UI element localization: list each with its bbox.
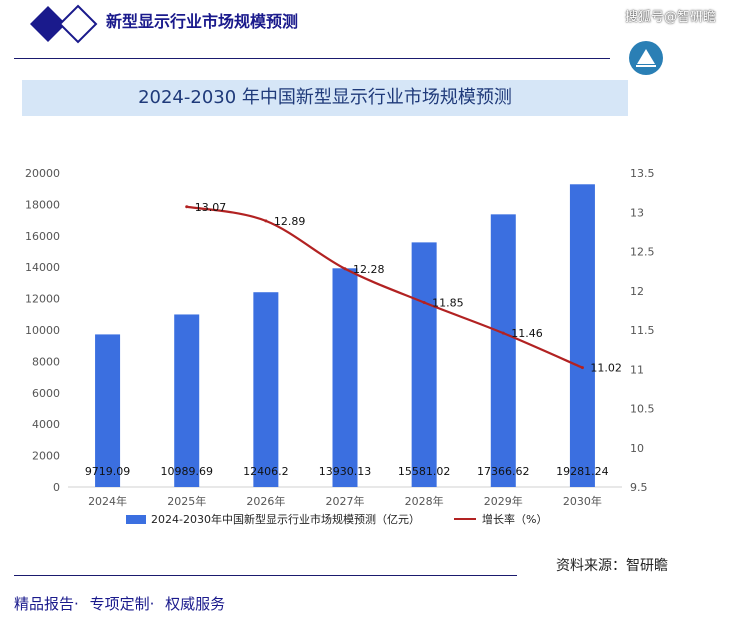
footer-item: 权威服务 — [165, 595, 226, 613]
legend-line-label: 增长率（%） — [482, 512, 547, 526]
chart-title-band — [22, 80, 628, 116]
bar-data-label: 17366.62 — [477, 465, 530, 478]
growth-rate-point — [343, 267, 347, 271]
x-tick-label: 2025年 — [167, 494, 206, 508]
growth-rate-point — [422, 301, 426, 305]
growth-rate-label: 11.85 — [432, 297, 464, 310]
y-right-tick-label: 12.5 — [630, 246, 655, 259]
growth-rate-label: 13.07 — [195, 201, 227, 214]
bar — [490, 214, 516, 488]
y-left-tick-label: 2000 — [32, 450, 60, 463]
growth-rate-label: 11.02 — [590, 362, 622, 375]
y-right-tick-label: 12 — [630, 285, 644, 298]
bar-data-label: 9719.09 — [85, 465, 131, 478]
source-note: 资料来源：智研瞻 — [556, 558, 668, 574]
y-right-tick-label: 10 — [630, 442, 644, 455]
bar — [174, 314, 200, 487]
y-left-tick-label: 12000 — [25, 293, 60, 306]
y-right-tick-label: 11 — [630, 363, 644, 376]
growth-rate-line — [186, 205, 583, 369]
footer-item: 专项定制· — [89, 595, 155, 613]
growth-rate-label: 11.46 — [511, 327, 543, 340]
growth-rate-label: 12.89 — [274, 215, 306, 228]
y-left-tick-label: 18000 — [25, 198, 60, 211]
y-right-tick-label: 13.5 — [630, 167, 655, 180]
y-right-tick-label: 11.5 — [630, 324, 655, 337]
footer-slogan: 精品报告· 专项定制· 权威服务 — [14, 593, 231, 614]
bar — [569, 184, 595, 487]
footer-divider — [14, 575, 517, 576]
footer-item: 精品报告· — [14, 595, 79, 613]
y-left-tick-label: 0 — [53, 481, 60, 494]
y-left-tick-label: 10000 — [25, 324, 60, 337]
bar-data-label: 19281.24 — [556, 465, 609, 478]
logo-diamonds — [30, 4, 98, 44]
x-tick-label: 2029年 — [484, 494, 523, 508]
y-left-tick-label: 14000 — [25, 261, 60, 274]
legend-bar-label: 2024-2030年中国新型显示行业市场规模预测（亿元） — [151, 512, 420, 526]
bar — [95, 334, 121, 487]
header-title: 新型显示行业市场规模预测 — [106, 12, 299, 31]
bar — [253, 292, 279, 487]
bar-data-label: 13930.13 — [319, 465, 372, 478]
bar-data-label: 15581.02 — [398, 465, 451, 478]
legend-bar-swatch — [126, 515, 146, 524]
growth-rate-point — [264, 219, 268, 223]
y-left-tick-label: 4000 — [32, 418, 60, 431]
header-divider — [14, 58, 610, 59]
bar-data-label: 12406.2 — [243, 465, 289, 478]
y-left-tick-label: 8000 — [32, 355, 60, 368]
y-right-tick-label: 13 — [630, 206, 644, 219]
y-right-tick-label: 10.5 — [630, 403, 655, 416]
x-tick-label: 2027年 — [326, 494, 365, 508]
chart-title: 2024-2030 年中国新型显示行业市场规模预测 — [138, 87, 512, 108]
growth-rate-point — [185, 205, 189, 209]
x-tick-label: 2028年 — [405, 494, 444, 508]
growth-rate-point — [501, 331, 505, 335]
y-left-tick-label: 16000 — [25, 230, 60, 243]
y-left-tick-label: 20000 — [25, 167, 60, 180]
y-right-tick-label: 9.5 — [630, 481, 648, 494]
bar-data-label: 10989.69 — [160, 465, 213, 478]
bar — [332, 268, 358, 487]
company-badge-icon — [629, 41, 663, 75]
growth-rate-label: 12.28 — [353, 263, 385, 276]
x-tick-label: 2030年 — [563, 494, 602, 508]
y-left-tick-label: 6000 — [32, 387, 60, 400]
bar — [411, 242, 437, 487]
watermark-text: 搜狐号@智研瞻 — [624, 10, 716, 25]
x-tick-label: 2024年 — [88, 494, 127, 508]
growth-rate-point — [580, 366, 584, 370]
x-tick-label: 2026年 — [246, 494, 285, 508]
